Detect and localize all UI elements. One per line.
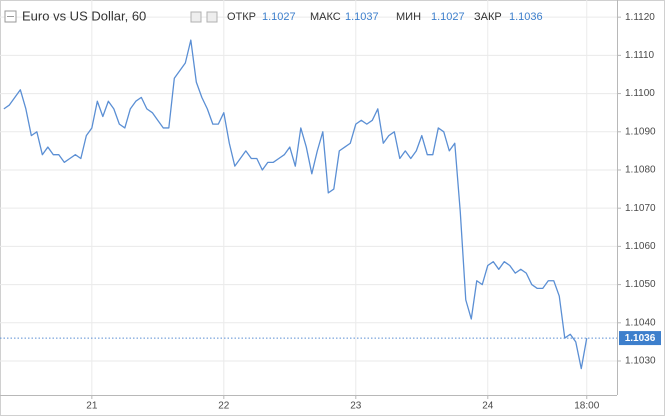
grid [0, 0, 617, 395]
last-price-box [619, 331, 661, 346]
price-line [3, 39, 588, 370]
x-tick-label: 18:00 [574, 401, 599, 412]
y-tick-label: 1.1060 [625, 241, 656, 252]
symbol-title: Euro vs US Dollar, 60 [22, 8, 146, 23]
y-tick-label: 1.1080 [625, 165, 656, 176]
y-tick-label: 1.1050 [625, 279, 656, 290]
plot [0, 39, 617, 370]
x-tick-label: 22 [218, 401, 230, 412]
ohlc-value: 1.1027 [262, 11, 296, 23]
settings-icon[interactable] [190, 11, 202, 23]
y-tick-label: 1.1120 [625, 12, 655, 23]
ohlc-label: ЗАКР [474, 11, 502, 23]
ohlc-label: МИН [396, 11, 421, 23]
x-tick-label: 21 [86, 401, 98, 412]
ohlc-value: 1.1027 [431, 11, 465, 23]
x-tick-label: 23 [350, 401, 362, 412]
y-tick-label: 1.1110 [625, 50, 655, 61]
ohlc-value: 1.1037 [345, 11, 379, 23]
header: Euro vs US Dollar, 60 ОТКР 1.1027 МАКС 1.10… [4, 8, 543, 23]
y-tick-label: 1.1090 [625, 126, 656, 137]
last-price-label: 1.1036 [625, 333, 656, 344]
ohlc-value: 1.1036 [509, 11, 543, 23]
x-tick-label: 24 [482, 401, 494, 412]
ohlc-label: МАКС [310, 11, 341, 23]
y-tick-label: 1.1030 [625, 356, 656, 367]
ohlc-label: ОТКР [227, 11, 256, 23]
close-icon[interactable] [206, 11, 218, 23]
y-tick-label: 1.1070 [625, 203, 656, 214]
y-tick-label: 1.1040 [625, 317, 656, 328]
y-tick-label: 1.1100 [625, 88, 655, 99]
